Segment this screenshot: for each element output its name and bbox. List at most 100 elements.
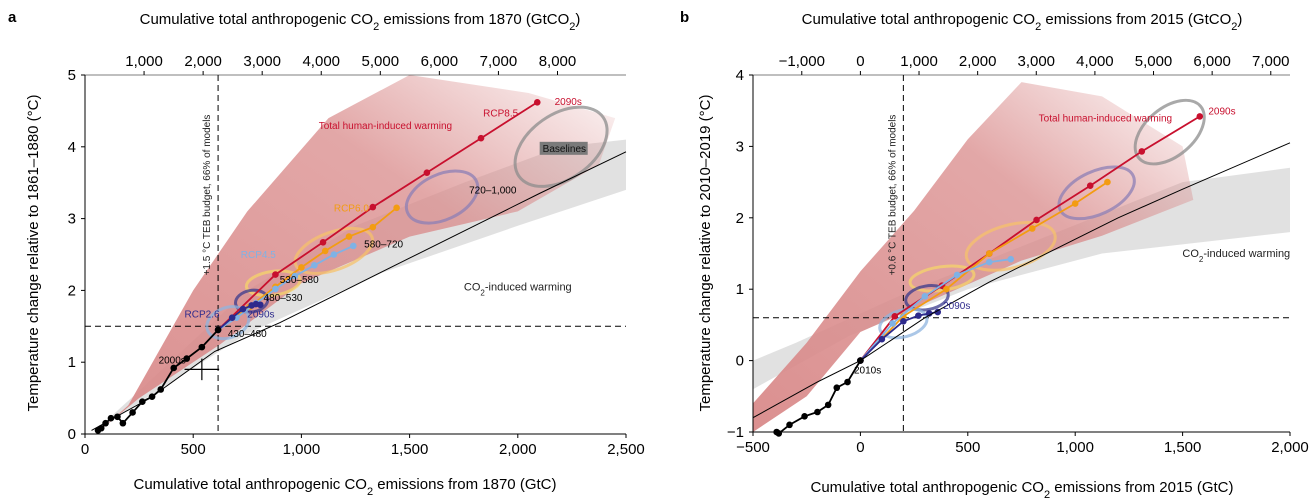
- panel-b-series-rcp60-point: [1071, 200, 1079, 207]
- panel-a-series-historical-point: [129, 409, 136, 416]
- panel-a-ellipse-720-1000: [404, 169, 480, 225]
- panel-b-label-d2090_26: 2090s: [943, 301, 970, 312]
- panel-b-label-d2090_85: 2090s: [1208, 106, 1235, 117]
- panel-b-human-band: [753, 82, 1194, 432]
- panel-b-series-rcp60-point: [943, 285, 950, 293]
- panel-b-bottom-xlabel: Cumulative total anthropogenic CO2 emiss…: [811, 479, 1234, 498]
- panel-a-label-rcp45: RCP4.5: [241, 250, 276, 261]
- panel-b-top-tick-label: 7,000: [1252, 53, 1290, 70]
- panel-a-label-rcp26: RCP2.6: [185, 310, 220, 321]
- panel-a-label-e720: 720–1,000: [469, 185, 517, 196]
- panel-b-label-total_human: Total human-induced warming: [1039, 113, 1172, 124]
- panel-a-xtick-label: 500: [181, 441, 206, 458]
- panel-a-label-e530: 530–580: [280, 275, 319, 286]
- panel-a-series-rcp26-point: [239, 305, 247, 313]
- panel-a-series-rcp60-point: [298, 264, 305, 271]
- panel-a-label-e480: 480–530: [264, 293, 303, 304]
- panel-b-series-rcp26-point: [915, 312, 922, 319]
- panel-b-top-tick-label: 2,000: [959, 53, 997, 70]
- panel-a-series-rcp26-point: [256, 301, 264, 309]
- panel-a-ellipse-430-480: [205, 305, 251, 341]
- panel-b-xtick-label: 500: [955, 439, 980, 456]
- panel-b-series-rcp85-line: [859, 115, 1201, 362]
- panel-a-xtick-label: 0: [81, 441, 89, 458]
- panel-b-series-rcp60-point: [1104, 178, 1111, 186]
- panel-b-label-d2010: 2010s: [854, 365, 881, 376]
- panel-a-top-tick-label: 5,000: [362, 53, 400, 70]
- panel-a-label-total_human: Total human-induced warming: [319, 121, 452, 132]
- panel-b-ellipse-580-720: [964, 221, 1057, 272]
- panel-b-label-co2ind: CO2-induced warming: [1182, 248, 1290, 264]
- panel-a-ellipse-baselines: [513, 105, 609, 188]
- panel-b-top-tick-label: 0: [856, 53, 864, 70]
- panel-a-label-e430: 430–480: [228, 329, 267, 340]
- panel-b-series-rcp45-point: [953, 271, 961, 279]
- panel-b-series-historical-point: [814, 408, 821, 416]
- panel-a-series-historical-point: [107, 414, 115, 422]
- panel-a-label-co2ind: CO2-induced warming: [464, 281, 572, 297]
- panel-a-ytick-label: 5: [68, 67, 76, 84]
- panel-a-top-tick-label: 6,000: [421, 53, 459, 70]
- panel-b-series-rcp45-point: [985, 258, 993, 266]
- panel-b-top-tick-label: 3,000: [1017, 53, 1055, 70]
- panel-b-ytick-label: 1: [736, 281, 744, 298]
- panel-a: a Cumulative total anthropogenic CO2 emi…: [8, 9, 645, 498]
- panel-a-series-rcp60-point: [321, 247, 329, 255]
- panel-a-label-rcp60: RCP6.0: [334, 203, 369, 214]
- panel-a-top-tick-label: 2,000: [184, 53, 222, 70]
- panel-b-ellipse-baselines: [1133, 98, 1206, 166]
- panel-b-top-xlabel: Cumulative total anthropogenic CO2 emiss…: [802, 11, 1243, 33]
- panel-b-top-tick-label: 5,000: [1135, 53, 1173, 70]
- panel-b-series-rcp85-point: [1033, 216, 1040, 224]
- panel-a-series-rcp85-point: [319, 238, 327, 246]
- panel-a-series-rcp60-point: [369, 223, 377, 231]
- panel-a-ellipse-480-530: [234, 288, 270, 314]
- panel-a-ytick-label: 4: [68, 139, 76, 156]
- panel-b-ytick-label: 4: [736, 67, 744, 84]
- panel-a-xtick-label: 2,500: [607, 441, 645, 458]
- panel-a-ylabel: Temperature change relative to 1861–1880…: [25, 94, 42, 411]
- panel-a-series-rcp60-point: [345, 233, 353, 240]
- panel-a-label-baselines: Baselines: [543, 144, 586, 155]
- panel-a-label-rcp85: RCP8.5: [483, 109, 518, 120]
- panel-a-vline-label: +1.5 °C TEB budget, 66% of models: [202, 115, 213, 276]
- panel-a-series-rcp85-point: [423, 169, 431, 176]
- panel-a-top-tick-label: 3,000: [243, 53, 281, 70]
- panel-a-ytick-label: 1: [68, 354, 76, 371]
- panel-b-ytick-label: 2: [736, 210, 744, 227]
- panel-a-series-historical-point: [214, 326, 222, 334]
- panel-b-vline-label: +0.6 °C TEB budget, 66% of models: [887, 115, 898, 276]
- panel-b-series-historical-point: [844, 378, 851, 386]
- panel-b-top-tick-label: 4,000: [1076, 53, 1114, 70]
- panel-a-label-e580: 580–720: [364, 239, 403, 250]
- panel-b-co2-band: [753, 167, 1290, 390]
- panel-a-top-xlabel: Cumulative total anthropogenic CO2 emiss…: [140, 11, 581, 33]
- panel-a-human-band: [95, 75, 616, 434]
- panel-a-xtick-label: 2,000: [499, 441, 537, 458]
- panel-a-series-rcp85-point: [272, 271, 279, 278]
- panel-a-series-historical-point: [198, 343, 206, 351]
- panel-b-ytick-label: −1: [727, 424, 744, 441]
- panel-a-letter: a: [8, 9, 17, 26]
- panel-b-xtick-label: −500: [736, 439, 770, 456]
- panel-a-series-rcp85-point: [533, 98, 541, 106]
- panel-b-ylabel: Temperature change relative to 2010–2019…: [697, 94, 714, 411]
- panel-b-series-rcp60-point: [985, 250, 993, 257]
- panel-b-top-tick-label: −1,000: [779, 53, 825, 70]
- panel-b-xtick-label: 1,000: [1056, 439, 1094, 456]
- panel-a-series-rcp26-point: [228, 314, 236, 321]
- panel-a-label-d2000: 2000s: [159, 356, 186, 367]
- panel-a-series-rcp45-line: [217, 245, 354, 331]
- panel-b-top-tick-label: 1,000: [900, 53, 938, 70]
- panel-b-ytick-label: 3: [736, 138, 744, 155]
- panel-a-label-d2090_85: 2090s: [555, 97, 582, 108]
- panel-b-series-historical-point: [786, 421, 793, 429]
- panel-a-series-historical-point: [97, 424, 105, 432]
- panel-b-series-rcp26-point: [878, 335, 886, 343]
- panel-a-series-rcp45-point: [291, 272, 299, 280]
- panel-b-series-historical-point: [775, 430, 783, 437]
- panel-b-series-rcp45-point: [921, 293, 929, 300]
- panel-b-series-rcp45-point: [1007, 255, 1015, 263]
- panel-a-label-baselines-bg: [539, 141, 588, 155]
